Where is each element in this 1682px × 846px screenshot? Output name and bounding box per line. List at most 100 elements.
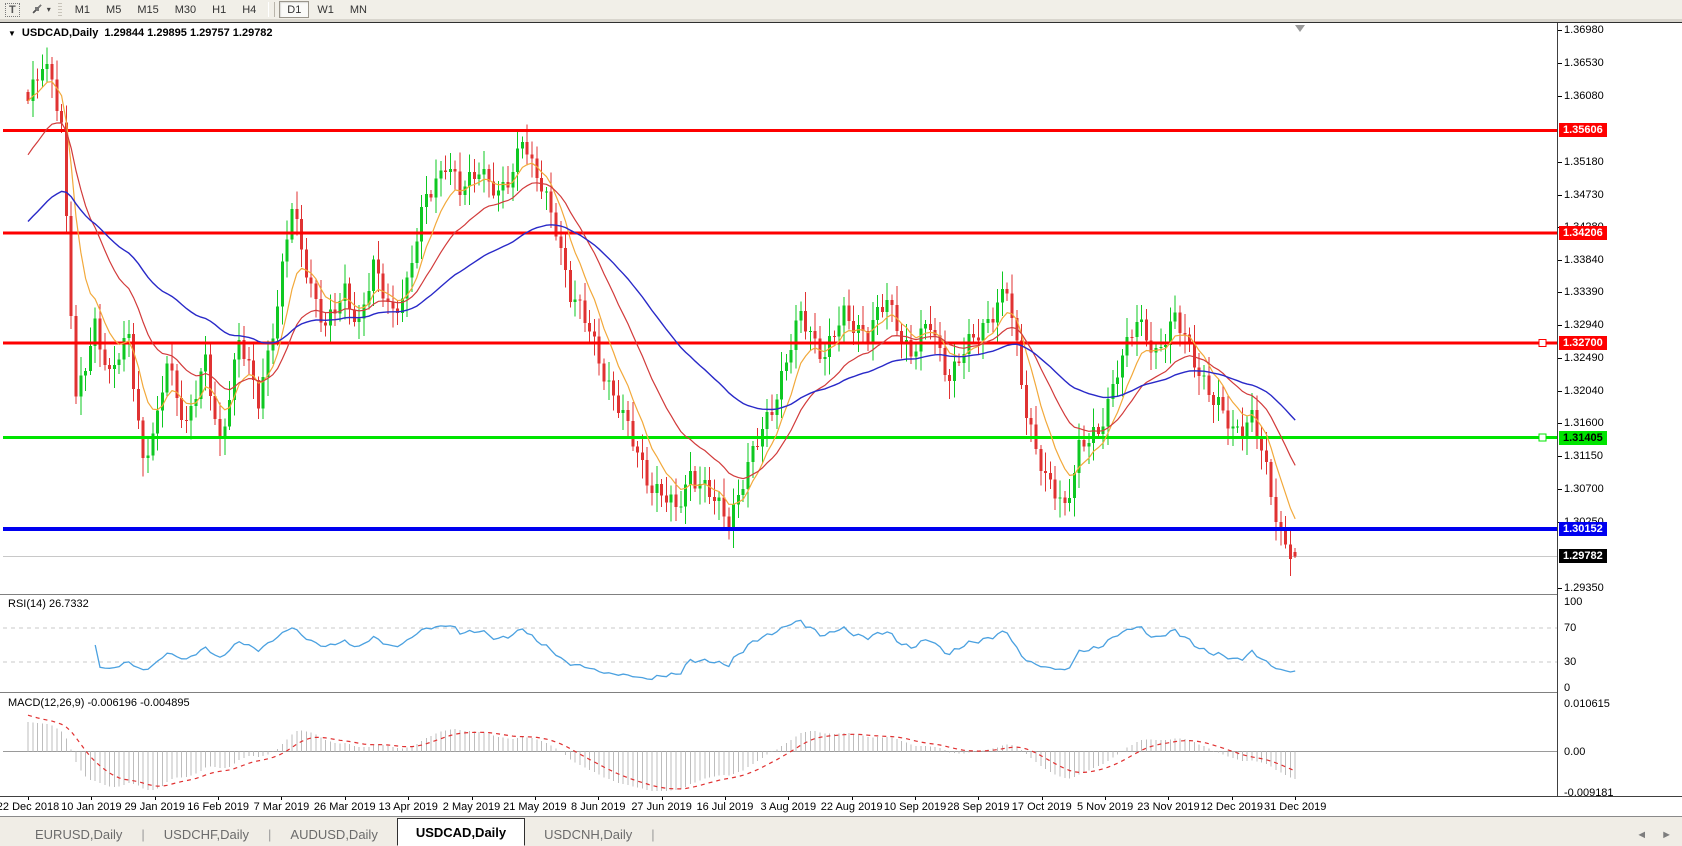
price-tick-label: 1.32490: [1564, 352, 1604, 365]
level-price-label: 1.34206: [1559, 225, 1607, 240]
tab-scroll-arrows: ◄ ►: [1636, 829, 1672, 841]
tab-separator: |: [268, 827, 272, 842]
price-tick-label: 1.30700: [1564, 483, 1604, 496]
arrows-tool-caret-icon[interactable]: ▾: [46, 5, 51, 14]
time-tick-mark: [344, 797, 346, 800]
timeframe-button-h1[interactable]: H1: [212, 3, 227, 16]
chart-window: ▼ USDCAD,Daily 1.29844 1.29895 1.29757 1…: [0, 22, 1682, 818]
window-top-strip: [0, 19, 1682, 22]
time-tick-label: 3 Aug 2019: [760, 801, 817, 813]
time-tick-mark: [1231, 797, 1233, 800]
time-tick-mark: [978, 797, 980, 800]
timeframe-button-m5[interactable]: M5: [106, 3, 122, 16]
time-tick-label: 12 Dec 2019: [1200, 801, 1264, 813]
chart-title: ▼ USDCAD,Daily 1.29844 1.29895 1.29757 1…: [8, 27, 273, 39]
time-tick-mark: [915, 797, 917, 800]
tabs-scroll-right-icon[interactable]: ►: [1661, 829, 1672, 841]
time-tick-label: 29 Jan 2019: [124, 801, 185, 813]
time-tick-label: 16 Jul 2019: [696, 801, 754, 813]
macd-panel-canvas[interactable]: [3, 693, 1557, 796]
price-tick-label: 1.29350: [1564, 581, 1604, 594]
price-tick-mark: [1558, 259, 1562, 261]
rsi-indicator-label: RSI(14) 26.7332: [8, 598, 89, 610]
price-tick-label: 1.36530: [1564, 56, 1604, 69]
time-tick-label: 22 Dec 2018: [0, 801, 60, 813]
ma-slow-line: [27, 190, 1296, 421]
price-tick-mark: [1558, 30, 1562, 32]
price-tick-mark: [1558, 423, 1562, 425]
rsi-line: [94, 619, 1296, 681]
time-tick-label: 27 Jun 2019: [631, 801, 692, 813]
time-tick-label: 22 Aug 2019: [820, 801, 883, 813]
chart-shift-marker-icon[interactable]: [1295, 25, 1305, 32]
price-tick-label: 1.35180: [1564, 155, 1604, 168]
chart-symbol-period: USDCAD,Daily: [21, 27, 99, 39]
tab-audusd-daily[interactable]: AUDUSD,Daily: [290, 826, 378, 842]
price-axis[interactable]: 1.36980 1.36530 1.36080 1.35180 1.34730 1.342…: [1557, 23, 1682, 799]
macd-tick-label: 0.00: [1564, 745, 1586, 758]
tab-eurusd-daily[interactable]: EURUSD,Daily: [35, 826, 123, 842]
timeframe-button-m30[interactable]: M30: [174, 3, 197, 16]
price-tick-label: 1.32040: [1564, 385, 1604, 398]
arrows-icon: [32, 4, 42, 14]
time-tick-mark: [598, 797, 600, 800]
time-tick-mark: [534, 797, 536, 800]
price-tick-mark: [1558, 489, 1562, 491]
tab-usdcad-daily[interactable]: USDCAD,Daily: [396, 818, 526, 846]
level-price-label: 1.32700: [1559, 335, 1607, 350]
macd-tick-label: 0.010615: [1564, 698, 1610, 710]
main-chart-canvas[interactable]: [3, 23, 1557, 593]
price-tick-mark: [1558, 95, 1562, 97]
timeframe-button-m15[interactable]: M15: [137, 3, 159, 16]
rsi-panel-canvas[interactable]: [3, 595, 1557, 691]
price-tick-label: 1.31150: [1564, 450, 1603, 463]
time-axis[interactable]: 22 Dec 2018 10 Jan 2019 29 Jan 2019 16 Feb …: [0, 796, 1682, 818]
price-tick-mark: [1558, 292, 1562, 294]
main-rsi-divider[interactable]: [0, 593, 1682, 595]
timeframe-button-mn[interactable]: MN: [349, 3, 367, 16]
time-tick-mark: [1105, 797, 1107, 800]
time-tick-label: 10 Jan 2019: [61, 801, 122, 813]
time-tick-mark: [154, 797, 156, 800]
time-tick-mark: [661, 797, 663, 800]
current-price-label: 1.29782: [1559, 549, 1607, 564]
time-tick-mark: [281, 797, 283, 800]
price-tick-mark: [1558, 161, 1562, 163]
timeframe-button-m1[interactable]: M1: [74, 3, 91, 16]
price-tick-label: 1.33390: [1564, 286, 1604, 299]
time-tick-label: 10 Sep 2019: [883, 801, 947, 813]
time-tick-mark: [471, 797, 473, 800]
chart-dropdown-triangle-icon[interactable]: ▼: [8, 28, 16, 38]
macd-histogram: [27, 721, 1296, 792]
timeframe-button-d1[interactable]: D1: [279, 1, 310, 18]
rsi-tick-label: 30: [1564, 656, 1577, 669]
tab-usdcnh-daily[interactable]: USDCNH,Daily: [544, 826, 633, 842]
tab-usdchf-daily[interactable]: USDCHF,Daily: [163, 826, 250, 842]
tab-separator: |: [141, 827, 145, 842]
text-tool-icon: T: [5, 2, 20, 17]
price-tick-mark: [1558, 325, 1562, 327]
level-price-label: 1.30152: [1559, 522, 1607, 537]
time-tick-label: 5 Nov 2019: [1076, 801, 1134, 813]
time-tick-label: 17 Oct 2019: [1011, 801, 1072, 813]
time-tick-mark: [724, 797, 726, 800]
time-tick-label: 31 Dec 2019: [1263, 801, 1327, 813]
timeframe-button-w1[interactable]: W1: [317, 3, 334, 16]
time-tick-label: 8 Jun 2019: [571, 801, 626, 813]
arrows-tool-button[interactable]: ▾: [26, 2, 55, 18]
price-tick-mark: [1558, 358, 1562, 360]
price-tick-mark: [1558, 456, 1562, 458]
tab-separator: |: [651, 827, 655, 842]
text-tool-button[interactable]: T: [1, 2, 24, 18]
level-drag-handle: [1538, 433, 1547, 442]
time-tick-label: 28 Sep 2019: [947, 801, 1010, 813]
time-tick-label: 2 May 2019: [442, 801, 501, 813]
time-tick-mark: [1295, 797, 1297, 800]
price-tick-label: 1.36980: [1564, 24, 1604, 37]
timeframe-button-h4[interactable]: H4: [242, 3, 257, 16]
rsi-macd-divider[interactable]: [0, 691, 1682, 693]
toolbar-separator: [268, 2, 276, 17]
price-tick-label: 1.32940: [1564, 319, 1604, 332]
price-tick-mark: [1558, 62, 1562, 64]
tabs-scroll-left-icon[interactable]: ◄: [1636, 829, 1648, 841]
